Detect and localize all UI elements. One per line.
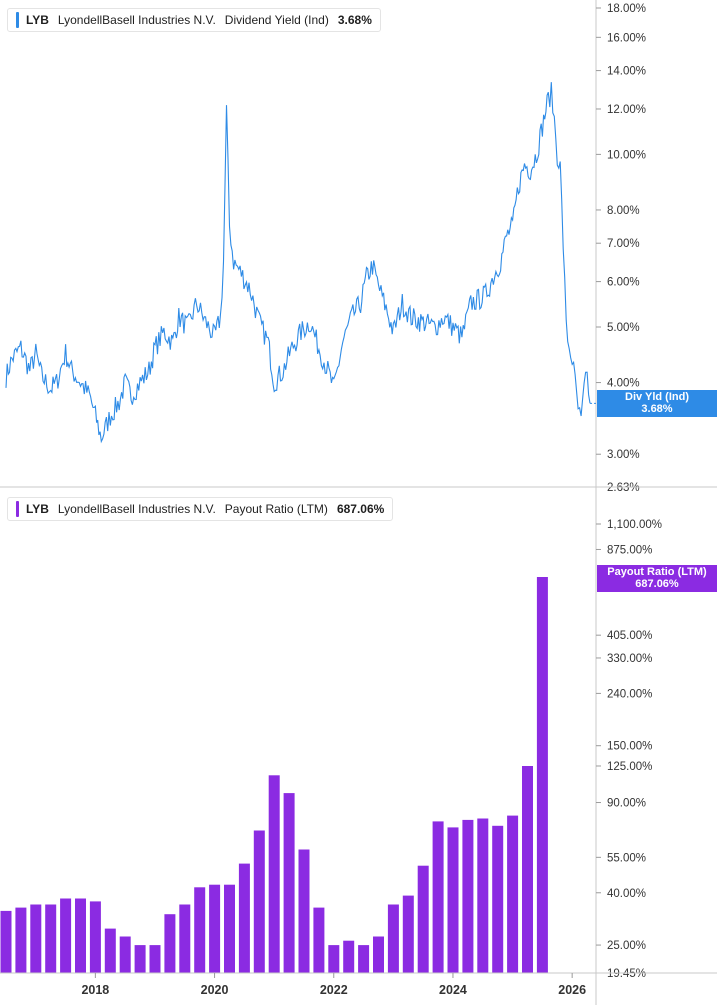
y-tick-label: 2.63% — [607, 482, 640, 494]
y-tick-label: 18.00% — [607, 3, 646, 15]
payout-bar — [253, 830, 265, 973]
flag-value: 3.68% — [641, 403, 673, 415]
payout-bar — [75, 898, 86, 973]
payout-bar — [373, 936, 384, 973]
payout-bar — [417, 865, 429, 973]
y-tick-label: 150.00% — [607, 741, 652, 753]
y-tick-label: 14.00% — [607, 66, 646, 78]
payout-bar — [119, 936, 131, 973]
payout-bar — [30, 904, 42, 973]
y-tick-label: 55.00% — [607, 852, 646, 864]
y-tick-label: 6.00% — [607, 277, 640, 289]
payout-bar — [268, 775, 280, 973]
legend-value: 3.68% — [337, 13, 372, 27]
y-tick-label: 8.00% — [607, 205, 640, 217]
payout-bar — [298, 849, 310, 973]
payout-bar — [0, 910, 12, 973]
x-tick-label: 2022 — [320, 983, 348, 997]
y-tick-label: 125.00% — [607, 761, 652, 773]
payout-bar — [283, 793, 295, 973]
payout-bar — [45, 904, 57, 973]
legend-metric: Dividend Yield (Ind) — [224, 13, 329, 27]
last-value-flag-payout-ratio: Payout Ratio (LTM) 687.06% — [597, 565, 717, 592]
payout-bar — [164, 914, 176, 973]
payout-bar — [402, 895, 414, 973]
payout-bar — [60, 898, 72, 973]
payout-bar — [134, 945, 146, 973]
legend-metric: Payout Ratio (LTM) — [224, 502, 328, 516]
x-tick-label: 2018 — [81, 983, 109, 997]
series-color-marker — [16, 12, 19, 28]
y-tick-label: 25.00% — [607, 940, 646, 952]
y-tick-label: 405.00% — [607, 630, 652, 642]
flag-label: Div Yld (Ind) — [625, 391, 689, 403]
y-tick-label: 240.00% — [607, 688, 652, 700]
legend-dividend-yield: LYB LyondellBasell Industries N.V. Divid… — [7, 8, 381, 32]
payout-bar — [492, 825, 504, 973]
legend-ticker: LYB — [26, 13, 49, 27]
legend-company: LyondellBasell Industries N.V. — [57, 502, 216, 516]
payout-bar — [447, 827, 459, 973]
flag-label: Payout Ratio (LTM) — [607, 566, 707, 578]
x-tick-label: 2024 — [439, 983, 467, 997]
payout-bar — [104, 928, 116, 973]
payout-bar — [536, 577, 548, 973]
payout-bar — [328, 945, 340, 973]
payout-bar — [387, 904, 399, 973]
y-tick-label: 7.00% — [607, 238, 640, 250]
y-tick-label: 3.00% — [607, 449, 640, 461]
y-tick-label: 40.00% — [607, 888, 646, 900]
payout-bar — [209, 884, 221, 973]
last-value-flag-dividend-yield: Div Yld (Ind) 3.68% — [597, 390, 717, 417]
x-tick-label: 2026 — [558, 983, 586, 997]
y-tick-label: 5.00% — [607, 322, 640, 334]
y-tick-label: 90.00% — [607, 798, 646, 810]
y-tick-label: 1,100.00% — [607, 519, 662, 531]
payout-bar — [15, 907, 27, 973]
payout-bar — [194, 887, 206, 973]
y-tick-label: 19.45% — [607, 968, 646, 980]
payout-bar — [149, 945, 161, 973]
y-tick-label: 330.00% — [607, 653, 652, 665]
legend-value: 687.06% — [336, 502, 385, 516]
y-tick-label: 12.00% — [607, 104, 646, 116]
series-color-marker — [16, 501, 19, 517]
payout-bar — [343, 940, 355, 973]
payout-bar — [313, 907, 325, 973]
y-tick-label: 875.00% — [607, 544, 652, 556]
y-tick-label: 10.00% — [607, 149, 646, 161]
payout-bar — [89, 901, 101, 973]
flag-value: 687.06% — [635, 578, 679, 590]
payout-bar — [522, 766, 533, 973]
legend-payout-ratio: LYB LyondellBasell Industries N.V. Payou… — [7, 497, 394, 521]
payout-bar — [179, 904, 191, 973]
legend-ticker: LYB — [26, 502, 49, 516]
payout-bar — [432, 821, 444, 973]
x-axis: 2018 2020 2022 2024 2026 — [81, 973, 586, 997]
dividend-yield-line — [5, 82, 591, 444]
payout-bar — [477, 818, 489, 973]
payout-bar — [224, 884, 235, 973]
payout-ratio-panel: 1,100.00% 875.00% 405.00% 330.00% 240.00% 150… — [0, 519, 717, 980]
x-tick-label: 2020 — [201, 983, 229, 997]
payout-bar — [462, 819, 474, 973]
y-tick-label: 4.00% — [607, 378, 640, 390]
y-tick-label: 16.00% — [607, 32, 646, 44]
payout-bar — [358, 945, 370, 973]
payout-bar — [507, 815, 519, 973]
payout-bar — [238, 863, 250, 973]
legend-company: LyondellBasell Industries N.V. — [57, 13, 216, 27]
